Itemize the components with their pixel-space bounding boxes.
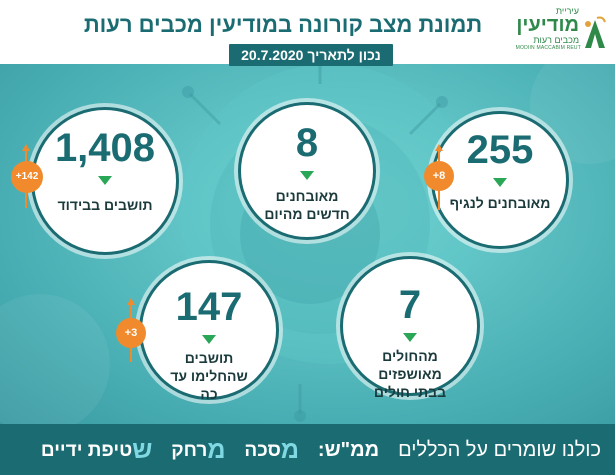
- stat-diagnosed-delta: +8: [424, 161, 454, 191]
- footer-letter-shin: ש: [132, 436, 153, 464]
- stat-hospitalized-label: מהחולים מאושפזים בבתי חולים: [373, 348, 447, 400]
- logo-mark-icon: [585, 16, 606, 48]
- footer-letter-mem-2: מ: [207, 436, 226, 464]
- logo-main-text: מודיעין: [516, 14, 579, 36]
- city-logo: עיריית מודיעין מכבים רעות MODIIN MACCABI…: [514, 6, 609, 52]
- logo-english-text: MODIIN MACCABIM REUT: [515, 45, 581, 51]
- up-arrow-icon: [127, 298, 135, 305]
- stat-recovered: 147 תושבים שהחלימו עד כה: [139, 260, 279, 402]
- footer-mamash: ממ"ש:: [317, 439, 380, 461]
- footer-word-distance: רחק: [171, 439, 208, 461]
- stat-recovered-delta: +3: [116, 318, 146, 348]
- up-arrow-icon: [22, 144, 30, 151]
- stat-diagnosed: 255 מאובחנים לנגיף: [431, 111, 569, 249]
- footer-word-mask: סכה: [244, 439, 281, 461]
- date-badge: נכון לתאריך 20.7.2020: [229, 44, 393, 66]
- stat-recovered-label: תושבים שהחלימו עד כה: [170, 350, 248, 402]
- down-triangle-icon: [300, 171, 314, 180]
- stat-new-today-label: מאובחנים חדשים מהיום: [264, 188, 350, 222]
- stat-diagnosed-label: מאובחנים לנגיף: [449, 195, 551, 211]
- footer-intro: כולנו שומרים על הכללים: [398, 439, 601, 461]
- page-title: תמונת מצב קורונה במודיעין מכבים רעות: [83, 12, 483, 37]
- stat-diagnosed-value: 255: [466, 128, 534, 172]
- stat-isolation-delta: +142: [11, 161, 43, 193]
- stat-isolation: 1,408 תושבים בבידוד: [31, 107, 179, 255]
- down-triangle-icon: [493, 178, 507, 187]
- stat-new-today-value: 8: [295, 121, 319, 165]
- up-arrow-icon: [435, 144, 443, 151]
- footer-banner: כולנו שומרים על הכללים ממ"ש: מסכה מרחק ש…: [0, 424, 615, 475]
- logo-sub-text: מכבים רעות: [533, 35, 579, 45]
- stat-isolation-value: 1,408: [54, 126, 156, 170]
- stat-recovered-value: 147: [175, 285, 243, 329]
- stat-hospitalized-value: 7: [398, 283, 422, 327]
- stat-isolation-label: תושבים בבידוד: [57, 197, 153, 213]
- logo-top-text: עיריית: [555, 6, 579, 16]
- stat-hospitalized: 7 מהחולים מאושפזים בבתי חולים: [340, 256, 480, 400]
- footer-word-handwash: טיפת ידיים: [40, 439, 133, 461]
- footer-letter-mem-1: מ: [280, 436, 299, 464]
- down-triangle-icon: [98, 176, 112, 185]
- stat-new-today: 8 מאובחנים חדשים מהיום: [238, 102, 376, 240]
- down-triangle-icon: [403, 333, 417, 342]
- down-triangle-icon: [202, 335, 216, 344]
